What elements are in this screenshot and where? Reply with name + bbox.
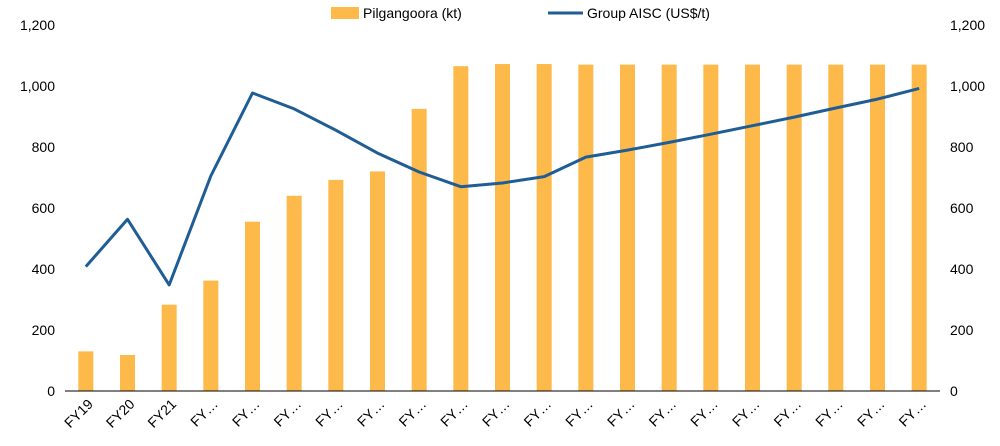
x-tick-label: FY…: [354, 396, 388, 430]
left-tick-label: 0: [47, 383, 55, 399]
left-tick-label: 600: [32, 200, 56, 216]
right-tick-label: 0: [950, 383, 958, 399]
x-tick-label: FY…: [229, 396, 263, 430]
bar: [661, 64, 677, 392]
x-tick-label: FY…: [479, 396, 513, 430]
x-tick-label: FY…: [604, 396, 638, 430]
x-tick-label: FY…: [729, 396, 763, 430]
x-tick-label: FY…: [812, 396, 846, 430]
x-tick-label: FY…: [562, 396, 596, 430]
bar: [745, 64, 760, 392]
legend-label-bar: Pilgangoora (kt): [363, 5, 462, 21]
bar: [786, 64, 802, 392]
x-tick-label: FY…: [687, 396, 721, 430]
bar: [328, 179, 344, 391]
bar: [620, 64, 635, 392]
x-tick-label: FY19: [61, 396, 96, 431]
left-tick-label: 800: [32, 139, 56, 155]
legend-label-line: Group AISC (US$/t): [587, 5, 710, 21]
x-tick-label: FY…: [312, 396, 346, 430]
x-tick-label: FY…: [270, 396, 304, 430]
right-tick-label: 1,200: [950, 17, 985, 33]
bar-series: [78, 64, 927, 392]
bar: [453, 66, 469, 392]
left-axis-ticks: 0 200 400 600 800 1,000 1,200: [20, 17, 55, 399]
bar: [286, 195, 302, 391]
x-tick-label: FY…: [854, 396, 888, 430]
x-tick-label: FY…: [187, 396, 221, 430]
x-tick-label: FY20: [103, 396, 138, 431]
legend-swatch-bar: [331, 7, 359, 19]
bar: [120, 355, 135, 391]
bar: [203, 280, 219, 391]
bar: [911, 64, 927, 392]
left-tick-label: 400: [32, 261, 56, 277]
bar: [578, 64, 594, 392]
legend: Pilgangoora (kt) Group AISC (US$/t): [331, 5, 710, 21]
right-tick-label: 800: [950, 139, 974, 155]
x-tick-label: FY…: [770, 396, 804, 430]
x-tick-label: FY…: [395, 396, 429, 430]
right-tick-label: 1,000: [950, 78, 985, 94]
bar: [536, 64, 552, 391]
x-axis-ticks: FY19 FY20 FY21 FY… FY… FY… FY… FY… FY… FY… FY… FY… F…: [61, 396, 929, 431]
line-series: [84, 86, 920, 287]
right-tick-label: 400: [950, 261, 974, 277]
bar: [370, 171, 385, 391]
x-tick-label: FY21: [144, 396, 179, 431]
right-tick-label: 600: [950, 200, 974, 216]
x-tick-label: FY…: [520, 396, 554, 430]
bar: [78, 351, 94, 391]
right-axis-ticks: 0 200 400 600 800 1,000 1,200: [950, 17, 985, 399]
bar: [245, 221, 260, 391]
left-tick-label: 1,200: [20, 17, 55, 33]
left-tick-label: 1,000: [20, 78, 55, 94]
left-tick-label: 200: [32, 322, 56, 338]
bar: [703, 64, 719, 392]
right-tick-label: 200: [950, 322, 974, 338]
bar: [161, 304, 177, 391]
x-tick-label: FY…: [437, 396, 471, 430]
bar: [495, 64, 510, 391]
bar: [870, 64, 885, 392]
bar: [828, 64, 844, 392]
x-tick-label: FY…: [645, 396, 679, 430]
bar: [411, 108, 427, 391]
x-tick-label: FY…: [895, 396, 929, 430]
